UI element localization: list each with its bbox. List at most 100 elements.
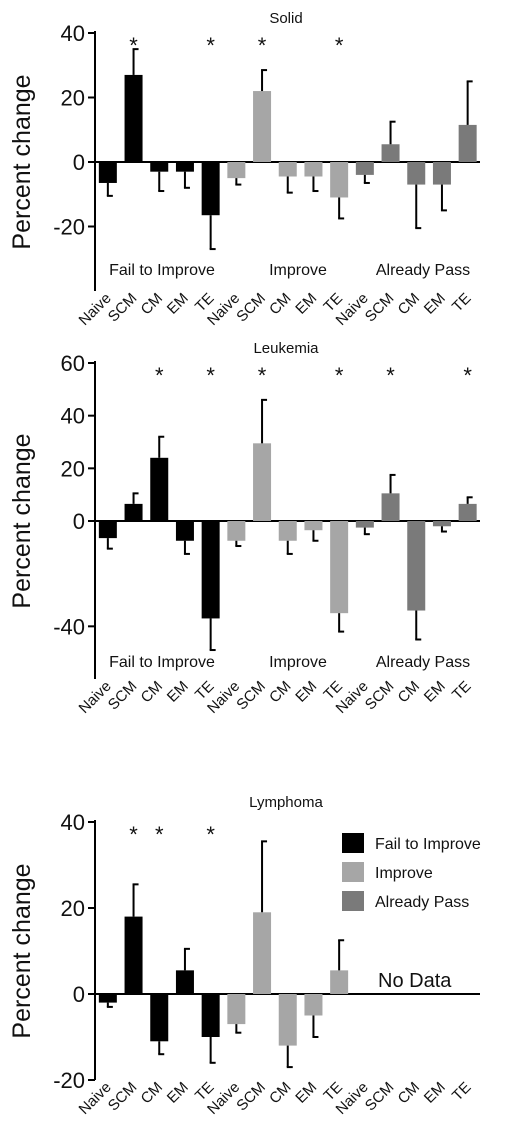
panel-2-bar-improve-naive bbox=[227, 521, 246, 541]
panel-2-bar-improve-te bbox=[330, 521, 349, 614]
panel-1-bar-fail_to_improve-cm bbox=[150, 162, 169, 172]
panel-2-x-tick-label: TE bbox=[449, 678, 475, 704]
panel-1-bar-already_pass-em bbox=[432, 162, 451, 185]
panel-2-x-tick-label: CM bbox=[266, 678, 295, 707]
panel-3-no-data-label: No Data bbox=[378, 970, 452, 992]
panel-2-x-tick-label: SCM bbox=[105, 678, 141, 714]
panel-3-x-tick-label: TE bbox=[449, 1079, 475, 1105]
panel-2-significance-star: * bbox=[386, 363, 395, 388]
panel-2-bar-already_pass-scm bbox=[381, 493, 400, 521]
panel-1-title: Solid bbox=[269, 10, 302, 27]
panel-1-bar-fail_to_improve-scm bbox=[124, 74, 143, 162]
panel-1-significance-star: * bbox=[335, 33, 344, 58]
panel-2-y-tick-label: -40 bbox=[53, 614, 85, 639]
panel-1-bar-already_pass-naive bbox=[355, 162, 374, 175]
panel-2-x-tick-label: EM bbox=[421, 678, 449, 706]
panel-2-bar-improve-scm bbox=[253, 443, 272, 521]
panel-2-bar-improve-em bbox=[304, 521, 323, 531]
panel-2-bar-improve-cm bbox=[278, 521, 297, 541]
panel-1-bar-fail_to_improve-em bbox=[175, 162, 194, 172]
panel-2-y-tick-label: 40 bbox=[61, 404, 85, 429]
panel-2-y-tick-label: 60 bbox=[61, 351, 85, 376]
panel-1-bar-improve-em bbox=[304, 162, 323, 177]
panel-2-bar-already_pass-em bbox=[432, 521, 451, 527]
panel-1-x-tick-label: EM bbox=[292, 290, 320, 318]
panel-2-bar-fail_to_improve-cm bbox=[150, 457, 169, 521]
panel-3-y-tick-label: 0 bbox=[73, 982, 85, 1007]
panel-3-bar-fail_to_improve-cm bbox=[150, 994, 169, 1042]
panel-3-bar-improve-cm bbox=[278, 994, 297, 1046]
panel-2-group-label: Fail to Improve bbox=[109, 654, 215, 671]
panel-1-significance-star: * bbox=[258, 33, 267, 58]
panel-2-bar-already_pass-naive bbox=[355, 521, 374, 528]
panel-2-significance-star: * bbox=[206, 363, 215, 388]
panel-2-x-tick-label: SCM bbox=[362, 678, 398, 714]
panel-1-bar-improve-te bbox=[330, 162, 349, 198]
panel-2-y-axis-label: Percent change bbox=[8, 433, 36, 608]
panel-2-bar-fail_to_improve-te bbox=[201, 521, 220, 619]
panel-1-group-label: Improve bbox=[269, 262, 327, 279]
panel-1-bar-already_pass-scm bbox=[381, 144, 400, 162]
panel-1-bar-already_pass-cm bbox=[407, 162, 426, 185]
panel-1-significance-star: * bbox=[206, 33, 215, 58]
panel-1-x-tick-label: CM bbox=[395, 290, 424, 319]
panel-3-bar-improve-naive bbox=[227, 994, 246, 1025]
panel-3-x-tick-label: EM bbox=[164, 1079, 192, 1107]
panel-3-x-tick-label: SCM bbox=[105, 1079, 141, 1115]
panel-1-significance-star: * bbox=[129, 33, 138, 58]
panel-3-x-tick-label: CM bbox=[266, 1079, 295, 1108]
panel-2-significance-star: * bbox=[258, 363, 267, 388]
panel-2-y-tick-label: 0 bbox=[73, 509, 85, 534]
panel-3-significance-star: * bbox=[206, 822, 215, 847]
panel-1-y-tick-label: 40 bbox=[61, 21, 85, 46]
panel-2-x-tick-label: SCM bbox=[233, 678, 269, 714]
panel-3-bar-improve-te bbox=[330, 970, 349, 994]
panel-1-x-tick-label: SCM bbox=[233, 290, 269, 326]
panel-2-bar-already_pass-te bbox=[458, 503, 477, 521]
panel-3-legend-label: Fail to Improve bbox=[375, 836, 481, 853]
panel-3-legend-label: Already Pass bbox=[375, 894, 469, 911]
panel-1-x-tick-label: SCM bbox=[362, 290, 398, 326]
panel-2-x-tick-label: EM bbox=[292, 678, 320, 706]
panel-3-bar-fail_to_improve-em bbox=[175, 970, 194, 994]
panel-3-y-tick-label: -20 bbox=[53, 1068, 85, 1093]
panel-2-y-tick-label: 20 bbox=[61, 456, 85, 481]
panel-3-x-tick-label: EM bbox=[292, 1079, 320, 1107]
panel-1-bar-improve-scm bbox=[253, 91, 272, 162]
panel-2-bar-fail_to_improve-em bbox=[175, 521, 194, 541]
panel-3-x-tick-label: EM bbox=[421, 1079, 449, 1107]
panel-2-title: Leukemia bbox=[253, 340, 319, 357]
panel-2-x-tick-label: CM bbox=[138, 678, 167, 707]
panel-1-x-tick-label: CM bbox=[138, 290, 167, 319]
panel-1-x-tick-label: EM bbox=[164, 290, 192, 318]
panel-2-significance-star: * bbox=[463, 363, 472, 388]
panel-3-legend-swatch bbox=[342, 891, 364, 911]
panel-1-x-tick-label: SCM bbox=[105, 290, 141, 326]
panel-1-x-tick-label: EM bbox=[421, 290, 449, 318]
panel-1-y-axis-label: Percent change bbox=[8, 74, 36, 249]
panel-2-bar-fail_to_improve-scm bbox=[124, 503, 143, 521]
panel-3-title: Lymphoma bbox=[249, 794, 323, 811]
panel-2-bar-fail_to_improve-naive bbox=[98, 521, 117, 539]
panel-1-x-tick-label: CM bbox=[266, 290, 295, 319]
panel-1-bar-already_pass-te bbox=[458, 124, 477, 162]
panel-1-group-label: Already Pass bbox=[376, 262, 470, 279]
panel-3-legend-label: Improve bbox=[375, 865, 433, 882]
panel-3-bar-fail_to_improve-scm bbox=[124, 916, 143, 994]
panel-1-x-tick-label: TE bbox=[449, 290, 475, 316]
panel-3-x-tick-label: CM bbox=[138, 1079, 167, 1108]
panel-1-y-tick-label: 0 bbox=[73, 150, 85, 175]
panel-3-bar-improve-scm bbox=[253, 912, 272, 994]
panel-3-bar-fail_to_improve-te bbox=[201, 994, 220, 1037]
panel-2-group-label: Already Pass bbox=[376, 654, 470, 671]
panel-3-bar-fail_to_improve-naive bbox=[98, 994, 117, 1003]
panel-2-x-tick-label: EM bbox=[164, 678, 192, 706]
panel-2-group-label: Improve bbox=[269, 654, 327, 671]
panel-3-x-tick-label: SCM bbox=[233, 1079, 269, 1115]
panel-3-y-tick-label: 20 bbox=[61, 896, 85, 921]
panel-3-legend-swatch bbox=[342, 833, 364, 853]
panel-1-y-tick-label: -20 bbox=[53, 215, 85, 240]
panel-3-bar-improve-em bbox=[304, 994, 323, 1016]
panel-2-bar-already_pass-cm bbox=[407, 521, 426, 611]
